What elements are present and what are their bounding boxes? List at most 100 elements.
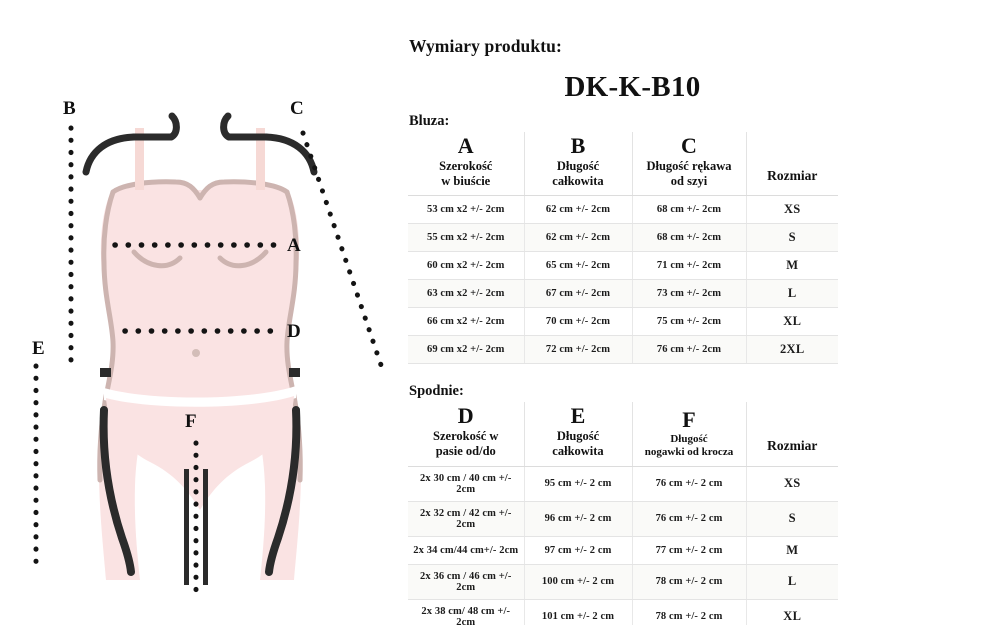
cell-c: 76 cm +/- 2cm: [631, 335, 746, 365]
shoulder-straps: [135, 128, 265, 190]
sleeve-accent-right: [220, 112, 318, 176]
section-label-bluza: Bluza:: [409, 113, 450, 129]
waist-notch-left: [100, 368, 111, 377]
cell-size: L: [745, 279, 838, 309]
guide-line-c: [300, 130, 386, 374]
cell-size: M: [745, 251, 838, 281]
cell-size: XL: [745, 599, 838, 625]
cell-d: 2x 38 cm/ 48 cm +/- 2cm: [408, 599, 524, 625]
product-measurement-diagram: B C A D E F: [0, 0, 400, 625]
cell-a: 60 cm x2 +/- 2cm: [408, 251, 524, 281]
table-header-row: A Szerokość w biuście B Długość całkowit…: [408, 132, 838, 197]
crotch-gusset-bars: [184, 469, 208, 585]
cell-f: 78 cm +/- 2 cm: [631, 564, 746, 600]
column-header-rozmiar: Rozmiar: [745, 132, 838, 197]
table-row: 2x 34 cm/44 cm+/- 2cm 97 cm +/- 2 cm 77 …: [408, 536, 838, 565]
cell-c: 68 cm +/- 2cm: [631, 223, 746, 253]
table-header-row: D Szerokość w pasie od/do E Długość całk…: [408, 402, 838, 467]
table-row: 2x 38 cm/ 48 cm +/- 2cm 101 cm +/- 2 cm …: [408, 599, 838, 625]
cell-b: 70 cm +/- 2cm: [523, 307, 632, 337]
cell-a: 66 cm x2 +/- 2cm: [408, 307, 524, 337]
table-row: 53 cm x2 +/- 2cm 62 cm +/- 2cm 68 cm +/-…: [408, 195, 838, 225]
column-label-rozmiar: Rozmiar: [767, 438, 818, 454]
diagram-label-d: D: [287, 321, 301, 342]
cell-f: 76 cm +/- 2 cm: [631, 501, 746, 537]
column-header-e: E Długość całkowita: [523, 402, 632, 467]
column-header-b: B Długość całkowita: [523, 132, 632, 197]
column-letter-d: D: [457, 403, 474, 429]
product-sku: DK-K-B10: [564, 71, 701, 103]
cell-b: 62 cm +/- 2cm: [523, 223, 632, 253]
cell-f: 78 cm +/- 2 cm: [631, 599, 746, 625]
column-desc-d-line2: pasie od/do: [435, 443, 496, 458]
cell-a: 53 cm x2 +/- 2cm: [408, 195, 524, 225]
column-header-f: F Długość nogawki od krocza: [631, 402, 746, 467]
column-letter-f: F: [682, 406, 696, 432]
cell-b: 65 cm +/- 2cm: [523, 251, 632, 281]
brief-fill: [106, 396, 294, 510]
cell-c: 75 cm +/- 2cm: [631, 307, 746, 337]
cell-b: 62 cm +/- 2cm: [523, 195, 632, 225]
cell-d: 2x 36 cm / 46 cm +/- 2cm: [408, 564, 524, 600]
column-desc-f-line1: Długość: [670, 432, 708, 445]
cell-size: M: [745, 536, 838, 565]
cell-e: 95 cm +/- 2 cm: [523, 466, 632, 502]
table-row: 55 cm x2 +/- 2cm 62 cm +/- 2cm 68 cm +/-…: [408, 223, 838, 253]
column-desc-e-line1: Długość: [556, 429, 600, 443]
table-row: 2x 30 cm / 40 cm +/- 2cm 95 cm +/- 2 cm …: [408, 466, 838, 502]
mannequin-figure-svg: [33, 112, 386, 593]
column-desc-a-line1: Szerokość: [439, 158, 493, 173]
bodice-fill: [103, 180, 297, 255]
sleeve-accent-left: [82, 112, 180, 176]
diagram-label-e: E: [32, 338, 45, 359]
bodice-outline: [101, 179, 299, 269]
column-letter-b: B: [570, 133, 586, 158]
spodnie-size-table: D Szerokość w pasie od/do E Długość całk…: [408, 402, 838, 625]
body-silhouette: [98, 190, 302, 580]
table-row: 2x 36 cm / 46 cm +/- 2cm 100 cm +/- 2 cm…: [408, 564, 838, 600]
column-desc-f-line2: nogawki od krocza: [644, 445, 734, 458]
column-desc-a-line2: w biuście: [441, 173, 491, 188]
table-row: 2x 32 cm / 42 cm +/- 2cm 96 cm +/- 2 cm …: [408, 501, 838, 537]
cell-d: 2x 30 cm / 40 cm +/- 2cm: [408, 466, 524, 502]
cell-size: S: [745, 223, 838, 253]
cell-size: XS: [745, 466, 838, 502]
table-row: 66 cm x2 +/- 2cm 70 cm +/- 2cm 75 cm +/-…: [408, 307, 838, 337]
measurements-panel: Wymiary produktu: DK-K-B10 Bluza: A Szer…: [405, 0, 1000, 625]
cell-size: L: [745, 564, 838, 600]
diagram-label-c: C: [290, 98, 304, 119]
column-letter-e: E: [570, 403, 586, 429]
cell-a: 63 cm x2 +/- 2cm: [408, 279, 524, 309]
column-header-d: D Szerokość w pasie od/do: [408, 402, 524, 467]
cell-size: S: [745, 501, 838, 537]
cell-d: 2x 34 cm/44 cm+/- 2cm: [408, 536, 524, 565]
navel-dot: [192, 349, 200, 357]
column-desc-c-line1: Długość rękawa: [646, 158, 732, 173]
cell-f: 76 cm +/- 2 cm: [631, 466, 746, 502]
table-row: 63 cm x2 +/- 2cm 67 cm +/- 2cm 73 cm +/-…: [408, 279, 838, 309]
diagram-label-b: B: [63, 98, 76, 119]
cell-c: 73 cm +/- 2cm: [631, 279, 746, 309]
cell-size: XS: [745, 195, 838, 225]
cell-f: 77 cm +/- 2 cm: [631, 536, 746, 565]
cell-size: 2XL: [745, 335, 838, 365]
diagram-label-f: F: [185, 411, 197, 432]
cell-size: XL: [745, 307, 838, 337]
column-desc-c-line2: od szyi: [670, 173, 708, 188]
waist-notch-right: [289, 368, 300, 377]
column-desc-e-line2: całkowita: [552, 443, 604, 458]
leg-line-right: [265, 406, 301, 576]
page-title: Wymiary produktu:: [409, 36, 562, 56]
cell-c: 71 cm +/- 2cm: [631, 251, 746, 281]
cell-d: 2x 32 cm / 42 cm +/- 2cm: [408, 501, 524, 537]
column-letter-c: C: [681, 133, 697, 158]
cell-a: 55 cm x2 +/- 2cm: [408, 223, 524, 253]
diagram-label-a: A: [287, 235, 301, 256]
cell-e: 97 cm +/- 2 cm: [523, 536, 632, 565]
column-letter-a: A: [457, 133, 474, 158]
cell-e: 100 cm +/- 2 cm: [523, 564, 632, 600]
table-row: 69 cm x2 +/- 2cm 72 cm +/- 2cm 76 cm +/-…: [408, 335, 838, 365]
cell-e: 96 cm +/- 2 cm: [523, 501, 632, 537]
bluza-size-table: A Szerokość w biuście B Długość całkowit…: [408, 132, 838, 365]
